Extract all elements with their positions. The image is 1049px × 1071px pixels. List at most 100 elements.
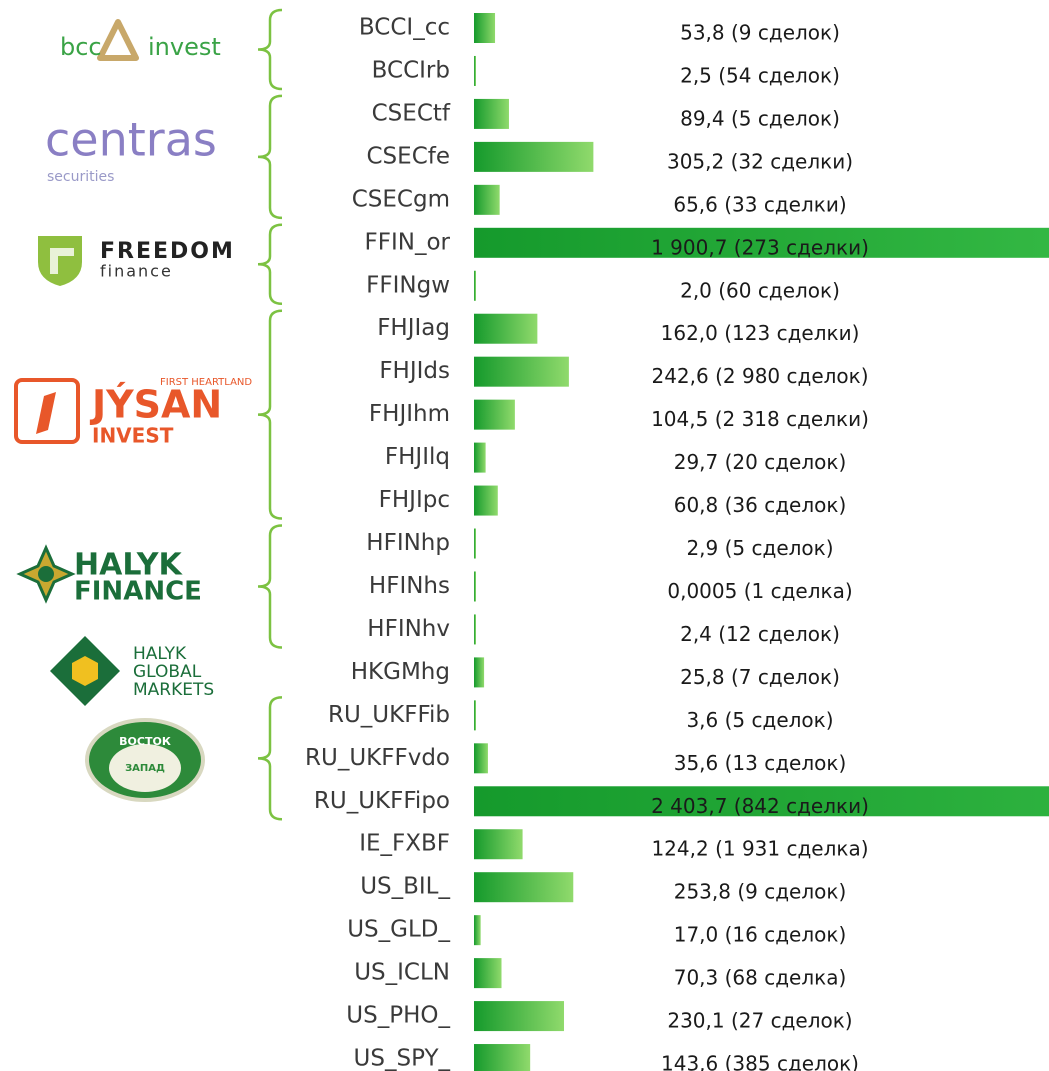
bar xyxy=(474,55,476,86)
value-label: 65,6 (33 сделки) xyxy=(673,192,846,216)
logo-text: HALYK xyxy=(133,644,187,664)
value-label: 2,9 (5 сделок) xyxy=(686,536,833,560)
value-label: 25,8 (7 сделок) xyxy=(680,665,840,689)
value-label: 230,1 (27 сделок) xyxy=(667,1009,852,1033)
bar xyxy=(474,442,486,473)
logo-text: invest xyxy=(148,33,221,61)
value-label: 2,0 (60 сделок) xyxy=(680,278,840,302)
logo-halyk-finance: HALYK FINANCE xyxy=(16,544,202,607)
bar xyxy=(474,571,476,602)
logo-text: centras xyxy=(45,113,217,167)
value-label: 3,6 (5 сделок) xyxy=(686,708,833,732)
category-label: FHJIhm xyxy=(369,401,450,427)
logo-bcc: bcc invest xyxy=(60,19,221,61)
category-label: RU_UKFFvdo xyxy=(305,745,450,771)
logo-text: HALYK xyxy=(74,548,183,583)
logo-jysan: FIRST HEARTLAND JÝSAN INVEST xyxy=(14,377,252,448)
category-label: US_BIL_ xyxy=(360,874,450,900)
value-label: 53,8 (9 сделок) xyxy=(680,21,840,45)
category-label: BCCI_cc xyxy=(359,15,450,41)
logo-centras: centras securities xyxy=(45,113,217,186)
logo-hgm: HALYK GLOBAL MARKETS xyxy=(50,636,214,706)
logo-text: FIRST HEARTLAND xyxy=(160,377,252,388)
logo-text: bcc xyxy=(60,33,102,61)
value-label: 1 900,7 (273 сделки) xyxy=(651,235,869,259)
category-label: CSECfe xyxy=(367,143,451,169)
bar xyxy=(474,958,502,989)
value-label: 242,6 (2 980 сделок) xyxy=(651,364,868,388)
bar xyxy=(474,399,515,430)
bar xyxy=(474,313,538,344)
bar xyxy=(474,227,1049,258)
category-label: US_ICLN xyxy=(354,960,450,986)
category-label: FHJIds xyxy=(379,358,450,384)
category-label: FHJIlq xyxy=(385,444,450,470)
logo-text: GLOBAL xyxy=(133,662,202,682)
category-label: HFINhv xyxy=(367,616,450,642)
value-label: 162,0 (123 сделки) xyxy=(661,321,860,345)
value-label: 29,7 (20 сделок) xyxy=(674,450,847,474)
category-label: FHJIag xyxy=(377,315,450,341)
category-label: HFINhs xyxy=(369,573,450,599)
category-label: FFIN_or xyxy=(365,229,451,255)
bar xyxy=(474,743,488,774)
group-bracket xyxy=(257,223,283,306)
value-label: 2,5 (54 сделок) xyxy=(680,63,840,87)
logo-text: FINANCE xyxy=(74,577,202,607)
value-label: 60,8 (36 сделок) xyxy=(674,493,847,517)
bar xyxy=(474,700,476,731)
category-label: BCCIrb xyxy=(372,57,450,83)
category-label: HKGMhg xyxy=(351,659,450,685)
value-label: 2,4 (12 сделок) xyxy=(680,622,840,646)
logo-text: JÝSAN xyxy=(89,383,222,427)
category-label: HFINhp xyxy=(366,530,450,556)
bar xyxy=(474,1001,565,1032)
bar xyxy=(474,614,476,645)
value-label: 17,0 (16 сделок) xyxy=(674,923,847,947)
bar xyxy=(474,98,509,129)
logo-text: MARKETS xyxy=(133,680,214,700)
logo-text: finance xyxy=(100,262,173,281)
group-bracket xyxy=(257,696,283,821)
bar xyxy=(474,528,476,559)
bar xyxy=(474,356,569,387)
group-bracket xyxy=(257,8,283,91)
category-label: CSECgm xyxy=(352,186,450,212)
value-label: 35,6 (13 сделок) xyxy=(674,751,847,775)
category-label: US_GLD_ xyxy=(347,917,450,943)
category-label: US_SPY_ xyxy=(354,1046,451,1071)
logo-text: ЗАПАД xyxy=(125,763,165,774)
category-label: IE_FXBF xyxy=(359,831,450,857)
bar xyxy=(474,1044,531,1071)
value-label: 124,2 (1 931 сделка) xyxy=(651,837,868,861)
plot-area xyxy=(474,13,1049,1071)
value-label: 104,5 (2 318 сделки) xyxy=(651,407,869,431)
logo-freedom: FREEDOM finance xyxy=(38,236,235,286)
value-label: 143,6 (385 сделок) xyxy=(661,1052,859,1071)
category-label: FFINgw xyxy=(366,272,450,298)
bar xyxy=(474,829,523,860)
logo-text: FREEDOM xyxy=(100,239,235,264)
group-bracket xyxy=(257,524,283,649)
bar xyxy=(474,786,1049,817)
logo-text: securities xyxy=(47,169,114,185)
bar xyxy=(474,141,594,172)
logo-text: INVEST xyxy=(92,424,174,448)
value-label: 70,3 (68 сделка) xyxy=(674,966,847,990)
value-label: 0,0005 (1 сделка) xyxy=(667,579,852,603)
group-bracket xyxy=(257,309,283,520)
value-label: 89,4 (5 сделок) xyxy=(680,106,840,130)
value-label: 253,8 (9 сделок) xyxy=(674,880,847,904)
category-label: RU_UKFFipo xyxy=(314,788,450,814)
bar xyxy=(474,270,476,301)
bar xyxy=(474,485,498,516)
bar xyxy=(474,657,485,688)
bar xyxy=(474,872,574,903)
category-label: RU_UKFFib xyxy=(328,702,450,728)
bar xyxy=(474,13,496,43)
logo-text: ВОСТОК xyxy=(119,735,171,748)
group-bracket xyxy=(257,94,283,220)
bar xyxy=(474,184,500,215)
logo-vostok: ВОСТОК ЗАПАД xyxy=(85,718,205,802)
